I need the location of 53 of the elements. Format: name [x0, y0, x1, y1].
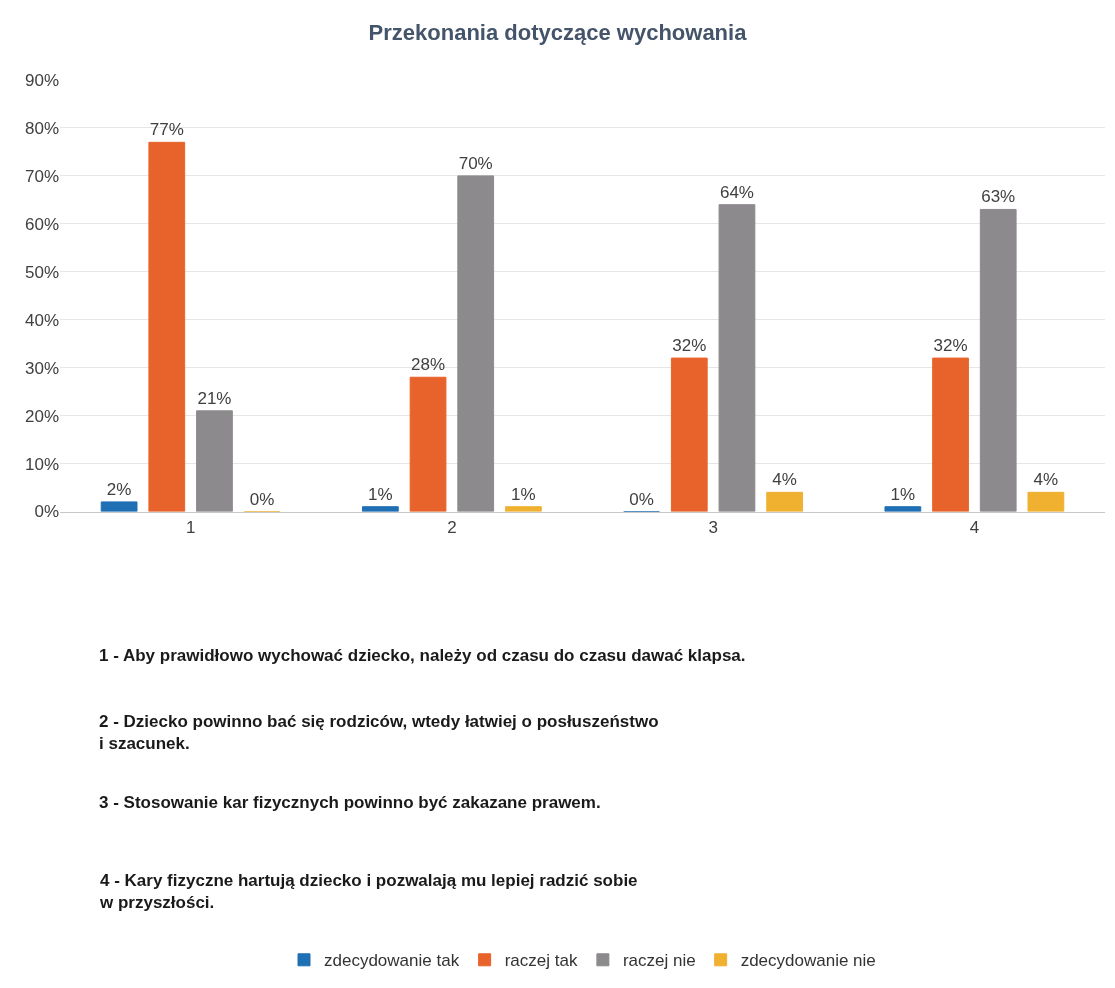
bar — [670, 357, 708, 512]
data-label: 0% — [629, 489, 654, 509]
bar — [979, 208, 1017, 512]
text: 2 - Dziecko powinno bać się rodziców, wtedy łatwiej o posłuszeństwo i szacunek. — [99, 712, 659, 754]
bar — [1027, 491, 1065, 512]
bar — [505, 506, 542, 512]
text: 4 - Kary fizyczne hartują dziecko i pozwalają mu lepiej radzić sobie w przyszłości. — [99, 871, 638, 913]
legend-label: zdecydowanie tak — [324, 951, 460, 971]
text: 3 - Stosowanie kar fizycznych powinno być zakazane prawem. — [99, 793, 601, 812]
data-label: 1% — [890, 484, 916, 504]
bar — [361, 506, 399, 512]
bar — [196, 410, 233, 512]
data-label: 1% — [368, 484, 393, 504]
bar — [457, 175, 495, 512]
chart-title: Przekonania dotyczące wychowania — [368, 20, 748, 46]
bar — [884, 506, 922, 512]
y-tick-label: 80% — [24, 118, 59, 138]
y-tick-label: 20% — [24, 406, 59, 426]
data-label: 4% — [1033, 470, 1059, 490]
bar — [766, 491, 804, 512]
x-tick-label: 4 — [969, 517, 980, 537]
x-tick-label: 1 — [185, 517, 196, 537]
y-tick-label: 70% — [24, 166, 59, 186]
data-label: 21% — [197, 388, 232, 408]
x-tick-label: 2 — [447, 517, 457, 537]
data-label: 1% — [511, 484, 536, 504]
data-label: 32% — [933, 336, 968, 356]
data-label: 4% — [772, 470, 797, 490]
legend-label: raczej nie — [622, 951, 696, 971]
bar — [148, 141, 186, 512]
bar — [932, 357, 969, 512]
data-label: 32% — [672, 336, 707, 356]
legend-label: zdecydowanie nie — [740, 951, 876, 971]
data-label: 28% — [411, 355, 446, 375]
y-tick-label: 10% — [24, 454, 59, 474]
bar — [409, 376, 447, 512]
text: 1 - Aby prawidłowo wychować dziecko, należy od czasu do czasu dawać klapsa. — [99, 646, 746, 665]
data-label: 2% — [106, 479, 132, 499]
data-label: 64% — [719, 182, 754, 202]
y-tick-label: 60% — [24, 214, 59, 234]
y-tick-label: 30% — [24, 358, 59, 378]
bar — [718, 204, 756, 512]
data-label: 0% — [249, 489, 275, 509]
data-label: 77% — [149, 120, 184, 140]
y-tick-label: 90% — [24, 70, 59, 90]
bar — [100, 501, 138, 512]
y-tick-label: 40% — [24, 310, 59, 330]
data-label: 63% — [981, 187, 1016, 207]
x-tick-label: 3 — [708, 517, 718, 537]
data-label: 70% — [458, 153, 493, 173]
y-tick-label: 0% — [34, 502, 59, 522]
legend-label: raczej tak — [504, 951, 578, 971]
y-tick-label: 50% — [24, 262, 59, 282]
